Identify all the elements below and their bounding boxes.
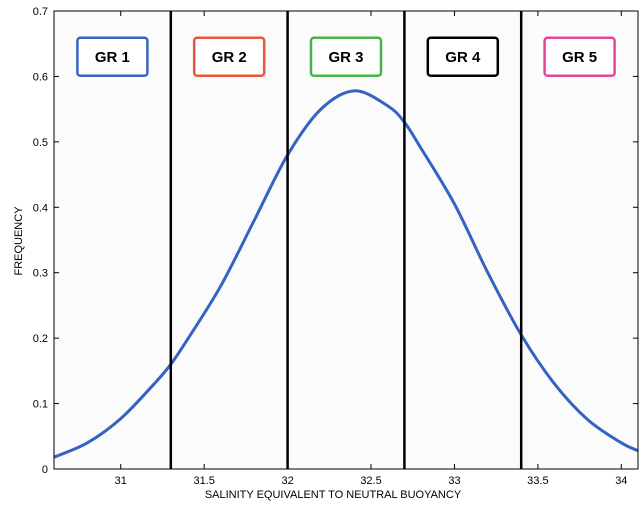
y-axis-title: FREQUENCY xyxy=(13,206,25,276)
group-label-box xyxy=(76,36,149,78)
y-tick-label: 0.5 xyxy=(33,137,48,149)
group-label-box xyxy=(309,36,383,78)
y-tick-label: 0.7 xyxy=(33,6,48,18)
x-tick-label: 32.5 xyxy=(360,475,381,487)
plot-area xyxy=(54,11,638,469)
x-tick-label: 31.5 xyxy=(193,475,214,487)
x-tick-label: 34 xyxy=(615,475,627,487)
plot-frame xyxy=(53,10,639,470)
y-tick-label: 0.3 xyxy=(33,268,48,280)
y-tick-label: 0.6 xyxy=(33,71,48,83)
frequency-curve xyxy=(53,89,639,459)
y-tick-label: 0.4 xyxy=(33,202,48,214)
group-label-text: GR 2 xyxy=(212,49,247,66)
group-label-text: GR 1 xyxy=(95,49,130,66)
x-tick-label: 31 xyxy=(115,475,127,487)
group-label-text: GR 3 xyxy=(328,49,363,66)
y-tick-label: 0.2 xyxy=(33,333,48,345)
group-label-text: GR 5 xyxy=(562,49,597,66)
group-label-text: GR 4 xyxy=(445,49,481,66)
group-label-box xyxy=(426,36,500,78)
x-tick-label: 32 xyxy=(281,475,293,487)
group-label-box xyxy=(192,36,266,78)
x-tick-label: 33 xyxy=(448,475,460,487)
x-tick-label: 33.5 xyxy=(527,475,548,487)
y-tick-label: 0.1 xyxy=(33,399,48,411)
group-label-box xyxy=(543,36,616,78)
x-axis-title: SALINITY EQUIVALENT TO NEUTRAL BUOYANCY xyxy=(205,489,462,501)
y-tick-label: 0 xyxy=(42,464,48,476)
